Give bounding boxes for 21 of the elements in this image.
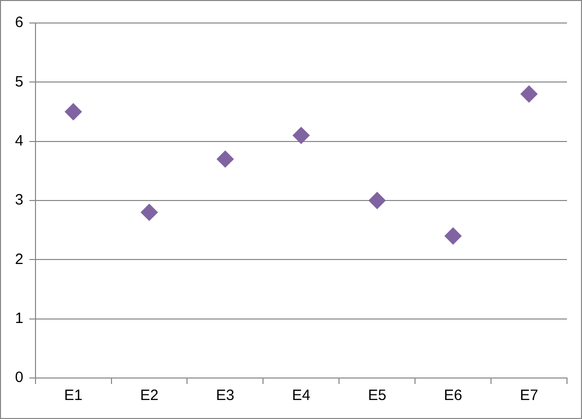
x-tick-label: E6 bbox=[444, 387, 462, 404]
point bbox=[444, 228, 462, 244]
x-tick-label: E2 bbox=[140, 387, 158, 404]
point bbox=[140, 204, 158, 221]
x-tick-label: E1 bbox=[64, 387, 82, 404]
y-tick-label: 5 bbox=[15, 73, 24, 90]
x-tick-label: E4 bbox=[292, 387, 310, 404]
y-tick-label: 2 bbox=[15, 250, 24, 268]
point bbox=[64, 103, 82, 120]
x-tick-label: E7 bbox=[520, 387, 538, 404]
y-tick-label: 4 bbox=[15, 132, 24, 150]
y-tick-label: 3 bbox=[15, 192, 24, 209]
y-tick-label: 0 bbox=[15, 369, 24, 386]
point bbox=[216, 150, 234, 168]
y-tick-label: 1 bbox=[15, 310, 24, 327]
point bbox=[368, 192, 386, 209]
point bbox=[520, 86, 538, 102]
x-tick-label: E5 bbox=[368, 387, 386, 404]
x-tick-label: E3 bbox=[216, 387, 234, 404]
y-tick-label: 6 bbox=[15, 14, 24, 32]
point bbox=[292, 126, 310, 144]
